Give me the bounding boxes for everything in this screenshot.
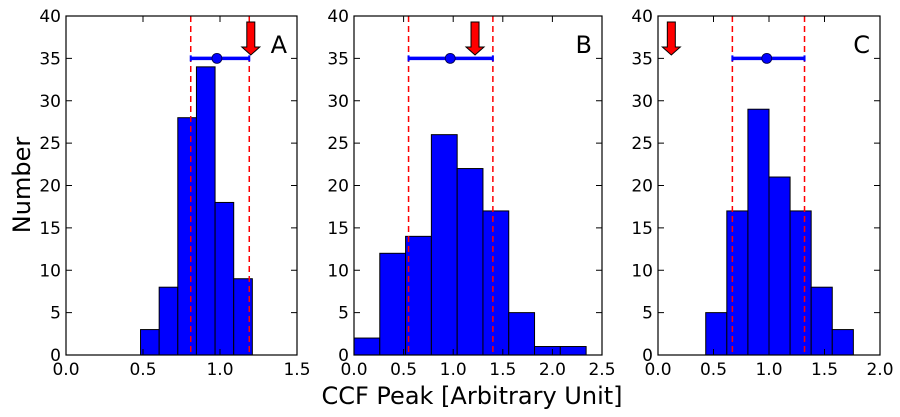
y-tick-label: 5 [338,304,349,324]
x-tick-label: 0.0 [340,360,367,380]
panel-label: C [853,31,870,59]
y-tick-label: 30 [631,92,653,112]
y-tick-label: 25 [39,134,61,154]
x-tick-label: 2.0 [866,360,893,380]
y-tick-label: 0 [338,346,349,366]
mean-marker [444,52,456,64]
y-tick-label: 30 [39,92,61,112]
histogram-bar [559,346,587,356]
x-tick-label: 1.0 [206,360,233,380]
histogram-bar [768,176,791,356]
upper-limit-arrow-icon [240,21,262,56]
y-tick-label: 20 [631,177,653,197]
y-tick-label: 15 [631,219,653,239]
histogram-bar [747,108,770,356]
histogram-bar [726,210,749,356]
x-tick-label: 0.5 [390,360,417,380]
y-tick-label: 15 [39,219,61,239]
x-tick-label: 1.0 [440,360,467,380]
histogram-bar [810,286,833,356]
panel-a: 0 5 10 15 20 25 30 35 40 0.0 0.5 1.0 1.5 A [39,7,310,380]
mean-marker [211,52,223,64]
histogram-bar [353,337,381,356]
mean-marker [761,52,773,64]
histogram-bar [158,286,179,356]
x-tick-label: 1.5 [283,360,310,380]
histogram-bar [482,210,510,356]
y-axis-label: Number [8,137,36,234]
histogram-bar [508,312,536,356]
y-tick-label: 30 [327,92,349,112]
x-tick-label: 0.0 [52,360,79,380]
x-tick-label: 1.0 [755,360,782,380]
y-tick-label: 35 [631,49,653,69]
y-tick-label: 10 [631,261,653,281]
histogram-bar [195,66,216,356]
upper-limit-arrow-icon [464,21,486,56]
y-tick-label: 5 [642,304,653,324]
y-tick-label: 20 [327,177,349,197]
histogram-bar [456,168,484,356]
y-tick-label: 40 [39,7,61,27]
x-tick-label: 2.5 [588,360,615,380]
y-tick-label: 25 [327,134,349,154]
y-tick-label: 10 [39,261,61,281]
histogram-bar [177,117,197,356]
y-tick-label: 35 [39,49,61,69]
histogram-bar [831,329,854,356]
panel-label: A [271,31,288,59]
histogram-bar [705,312,728,356]
x-tick-label: 1.5 [811,360,838,380]
x-axis-label: CCF Peak [Arbitrary Unit] [321,382,622,410]
y-tick-label: 10 [327,261,349,281]
histogram-bar [405,235,432,356]
y-tick-label: 40 [327,7,349,27]
panel-c: 0 5 10 15 20 25 30 35 40 0.0 0.5 1.0 1.5 2.0 C [631,7,893,380]
histogram-bar [430,134,458,356]
y-tick-label: 0 [50,346,61,366]
panel-b: 0 5 10 15 20 25 30 35 40 0.0 0.5 1.0 1.5 2.0 2.5 B [327,7,615,380]
x-tick-label: 0.5 [129,360,156,380]
x-tick-label: 1.5 [489,360,516,380]
histogram-bar [789,210,812,356]
histogram-bar [379,252,407,356]
y-tick-label: 5 [50,304,61,324]
y-tick-label: 15 [327,219,349,239]
histogram-bar [214,201,235,356]
panel-label: B [576,31,592,59]
x-tick-label: 2.0 [539,360,566,380]
y-tick-label: 25 [631,134,653,154]
histogram-bar [534,346,561,356]
y-tick-label: 0 [642,346,653,366]
y-tick-label: 20 [39,177,61,197]
x-tick-label: 0.0 [644,360,671,380]
x-tick-label: 0.5 [700,360,727,380]
y-tick-label: 40 [631,7,653,27]
upper-limit-arrow-icon [661,21,682,56]
y-tick-label: 35 [327,49,349,69]
